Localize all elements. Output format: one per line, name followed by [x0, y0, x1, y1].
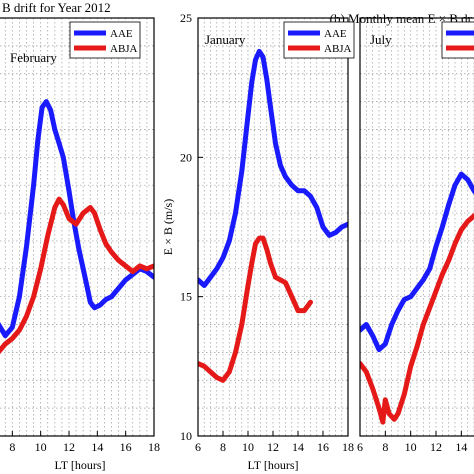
x-tick-label: 12: [267, 440, 279, 454]
series-line-aae: [360, 171, 474, 353]
legend-box: [69, 21, 141, 59]
legend-box: [441, 21, 474, 59]
x-tick-label: 18: [148, 440, 160, 454]
series-line-aae: [0, 99, 154, 339]
legend-box: [283, 21, 355, 59]
panel-label: July: [370, 32, 392, 47]
x-tick-label: 6: [357, 440, 363, 454]
x-tick-label: 6: [195, 440, 201, 454]
x-tick-label: 12: [430, 440, 442, 454]
y-axis-label: E × B (m/s): [161, 199, 175, 255]
x-tick-label: 16: [317, 440, 329, 454]
series-line-abja: [360, 213, 474, 425]
series-line-abja: [198, 235, 313, 383]
x-tick-label: 10: [242, 440, 254, 454]
legend: AAE ABJA: [283, 21, 355, 59]
y-tick-label: 15: [180, 290, 192, 304]
legend-label-aae: AAE: [110, 28, 133, 40]
series-line-aae: [198, 48, 348, 288]
panel-january: 6 8 10 12 14 16 18 10 15 20 25 January AAE ABJA LT [ho…: [161, 11, 355, 472]
y-tick-label: 10: [180, 429, 192, 443]
x-tick-label: 10: [405, 440, 417, 454]
panel-label: January: [205, 32, 246, 47]
y-tick-label: 25: [180, 11, 192, 25]
panel-label: February: [10, 50, 57, 65]
x-tick-label: 8: [9, 440, 15, 454]
x-tick-label: 12: [63, 440, 75, 454]
panel-february: 8 10 12 14 16 18 February AAE ABJA LT [hours]: [0, 17, 160, 472]
x-tick-label: 14: [455, 440, 467, 454]
legend-label-abja: ABJA: [324, 43, 352, 55]
x-tick-label: 14: [292, 440, 304, 454]
y-tick-label: 20: [180, 150, 192, 164]
series-line-abja: [0, 196, 154, 355]
left-figure-title: B drift for Year 2012: [2, 0, 111, 15]
x-tick-label: 14: [91, 440, 103, 454]
legend-label-aae: AAE: [324, 28, 347, 40]
panel-july: 6810121416JulyAAEABJA: [357, 17, 474, 454]
x-axis-label: LT [hours]: [248, 458, 299, 472]
x-tick-label: 8: [382, 440, 388, 454]
x-tick-label: 8: [220, 440, 226, 454]
legend: AAE ABJA: [69, 21, 141, 59]
x-axis-label: LT [hours]: [55, 458, 106, 472]
legend-label-abja: ABJA: [110, 43, 138, 55]
x-tick-label: 16: [120, 440, 132, 454]
x-tick-label: 18: [342, 440, 354, 454]
x-tick-label: 10: [35, 440, 47, 454]
